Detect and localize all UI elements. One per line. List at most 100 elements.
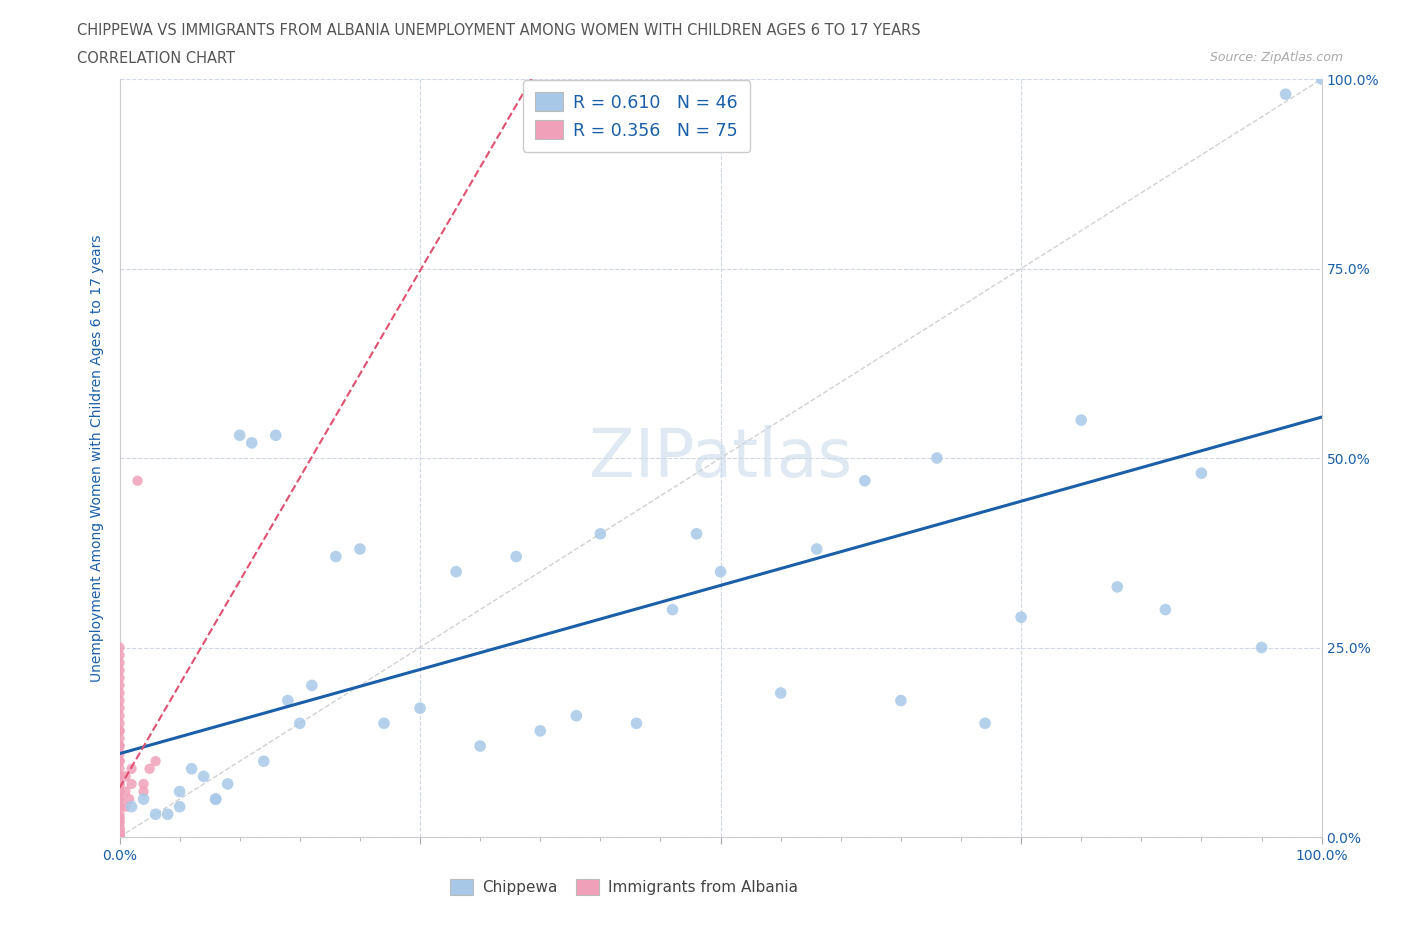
Point (108, 799, 131, 814)
Point (108, 671, 131, 685)
Point (108, 830, 131, 844)
Point (108, 830, 131, 844)
Point (685, 526, 707, 541)
Point (121, 799, 143, 814)
Point (409, 700, 432, 715)
Point (145, 807, 167, 822)
Point (626, 716, 648, 731)
Point (565, 709, 588, 724)
Point (108, 656, 131, 671)
Point (114, 784, 136, 799)
Point (156, 807, 179, 822)
Point (108, 822, 131, 837)
Point (108, 784, 131, 799)
Point (806, 541, 828, 556)
Point (1274, 86, 1296, 101)
Text: Source: ZipAtlas.com: Source: ZipAtlas.com (1209, 51, 1343, 64)
Point (108, 830, 131, 844)
Text: CORRELATION CHART: CORRELATION CHART (77, 51, 235, 66)
Point (1250, 640, 1272, 655)
Point (253, 753, 276, 768)
Point (325, 549, 347, 564)
Point (108, 830, 131, 844)
Point (138, 762, 160, 777)
Point (108, 830, 131, 844)
Point (108, 769, 131, 784)
Point (890, 693, 912, 708)
Point (769, 685, 792, 700)
Point (1070, 413, 1092, 428)
Point (974, 716, 997, 731)
Point (108, 830, 131, 844)
Y-axis label: Unemployment Among Women with Children Ages 6 to 17 years: Unemployment Among Women with Children A… (90, 234, 104, 682)
Point (132, 791, 155, 806)
Point (145, 753, 167, 768)
Point (108, 815, 131, 830)
Point (108, 830, 131, 844)
Point (264, 428, 287, 443)
Point (108, 753, 131, 768)
Point (108, 807, 131, 822)
Point (1310, 72, 1333, 86)
Point (204, 791, 226, 806)
Point (108, 830, 131, 844)
Point (529, 724, 551, 738)
Text: ZIPatlas: ZIPatlas (589, 425, 852, 491)
Point (108, 830, 131, 844)
Point (108, 830, 131, 844)
Point (1189, 466, 1212, 481)
Point (108, 693, 131, 708)
Point (925, 451, 948, 466)
Point (108, 784, 131, 799)
Point (108, 830, 131, 844)
Point (277, 693, 299, 708)
Point (108, 830, 131, 844)
Point (108, 724, 131, 738)
Point (108, 791, 131, 806)
Point (108, 700, 131, 715)
Point (108, 777, 131, 791)
Point (240, 435, 263, 450)
Point (108, 769, 131, 784)
Point (121, 762, 143, 777)
Point (108, 830, 131, 844)
Point (468, 738, 492, 753)
Point (373, 716, 395, 731)
Point (108, 731, 131, 746)
Point (108, 818, 131, 833)
Point (108, 777, 131, 791)
Point (108, 830, 131, 844)
Point (1154, 603, 1177, 618)
Point (217, 777, 239, 791)
Point (108, 830, 131, 844)
Point (108, 640, 131, 655)
Point (228, 428, 252, 443)
Point (108, 830, 131, 844)
Text: CHIPPEWA VS IMMIGRANTS FROM ALBANIA UNEMPLOYMENT AMONG WOMEN WITH CHILDREN AGES : CHIPPEWA VS IMMIGRANTS FROM ALBANIA UNEM… (77, 23, 921, 38)
Point (1010, 610, 1032, 625)
Point (108, 685, 131, 700)
Point (193, 769, 215, 784)
Point (108, 826, 131, 841)
Point (108, 678, 131, 693)
Point (108, 823, 131, 838)
Point (108, 826, 131, 841)
Point (108, 830, 131, 844)
Point (505, 549, 527, 564)
Point (108, 826, 131, 841)
Point (108, 777, 131, 791)
Point (349, 541, 371, 556)
Point (108, 830, 131, 844)
Point (108, 822, 131, 837)
Point (288, 716, 311, 731)
Point (108, 724, 131, 738)
Point (108, 830, 131, 844)
Point (108, 811, 131, 826)
Point (108, 709, 131, 724)
Point (589, 526, 612, 541)
Point (108, 791, 131, 806)
Point (180, 762, 202, 777)
Point (108, 738, 131, 753)
Point (169, 784, 191, 799)
Point (108, 762, 131, 777)
